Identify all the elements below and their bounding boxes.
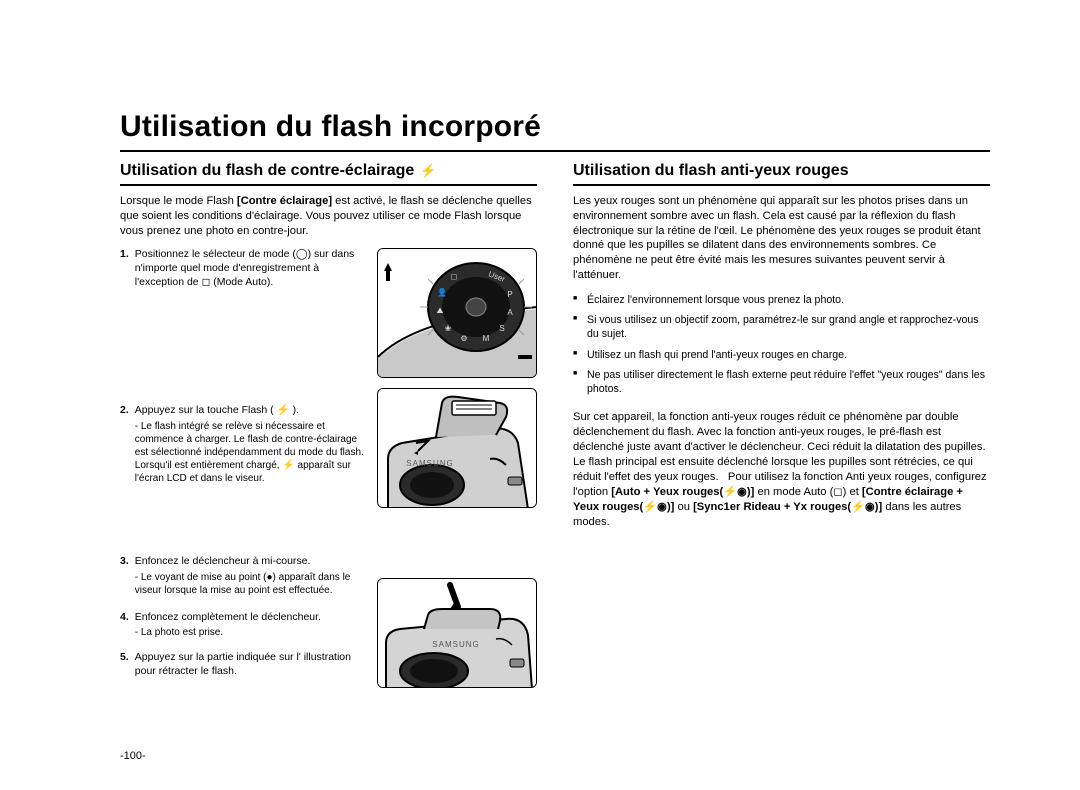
step-subtext: - La photo est prise.: [135, 626, 367, 639]
svg-text:S: S: [499, 324, 504, 333]
svg-text:M: M: [483, 334, 490, 343]
manual-page: Utilisation du flash incorporé Utilisati…: [0, 0, 1080, 790]
bullet-item: Si vous utilisez un objectif zoom, param…: [573, 313, 990, 342]
svg-text:P: P: [507, 290, 512, 299]
figure-flash-open: SAMSUNG: [377, 388, 537, 508]
svg-text:◻: ◻: [451, 272, 458, 281]
svg-text:👤: 👤: [437, 287, 447, 297]
left-intro: Lorsque le mode Flash [Contre éclairage]…: [120, 194, 537, 238]
svg-text:❀: ❀: [445, 324, 452, 333]
right-intro: Les yeux rouges sont un phénomène qui ap…: [573, 194, 990, 283]
right-heading: Utilisation du flash anti-yeux rouges: [573, 162, 990, 186]
bullet-item: Éclairez l'environnement lorsque vous pr…: [573, 293, 990, 307]
right-bullets: Éclairez l'environnement lorsque vous pr…: [573, 293, 990, 397]
page-title: Utilisation du flash incorporé: [120, 110, 990, 144]
svg-text:SAMSUNG: SAMSUNG: [432, 640, 479, 649]
figure-flash-press: SAMSUNG: [377, 578, 537, 688]
bullet-item: Utilisez un flash qui prend l'anti-yeux …: [573, 348, 990, 362]
step-number: 2.: [120, 404, 129, 485]
step-subtext: - Le voyant de mise au point (●) apparaî…: [135, 571, 367, 597]
left-heading-text: Utilisation du flash de contre-éclairage: [120, 162, 414, 180]
steps-area: User P A S M ⚙ ❀ ⛰ 👤 ◻: [120, 248, 537, 678]
right-paragraph: Sur cet appareil, la fonction anti-yeux …: [573, 410, 990, 530]
left-heading: Utilisation du flash de contre-éclairage…: [120, 162, 537, 186]
step-number: 4.: [120, 611, 129, 640]
svg-text:⛰: ⛰: [437, 306, 444, 315]
bullet-item: Ne pas utiliser directement le flash ext…: [573, 368, 990, 397]
right-heading-text: Utilisation du flash anti-yeux rouges: [573, 162, 849, 180]
step-number: 3.: [120, 555, 129, 597]
svg-text:A: A: [507, 308, 513, 317]
step-number: 1.: [120, 248, 129, 289]
columns: Utilisation du flash de contre-éclairage…: [120, 162, 990, 690]
step-subtext: - Le flash intégré se relève si nécessai…: [135, 420, 367, 485]
svg-text:SAMSUNG: SAMSUNG: [406, 459, 453, 468]
title-rule: [120, 150, 990, 152]
svg-text:⚙: ⚙: [460, 334, 467, 343]
page-number: -100-: [120, 750, 146, 762]
right-column: Utilisation du flash anti-yeux rouges Le…: [573, 162, 990, 690]
flash-icon: ⚡: [420, 163, 436, 179]
left-column: Utilisation du flash de contre-éclairage…: [120, 162, 537, 690]
figure-mode-dial: User P A S M ⚙ ❀ ⛰ 👤 ◻: [377, 248, 537, 378]
step-number: 5.: [120, 651, 129, 678]
